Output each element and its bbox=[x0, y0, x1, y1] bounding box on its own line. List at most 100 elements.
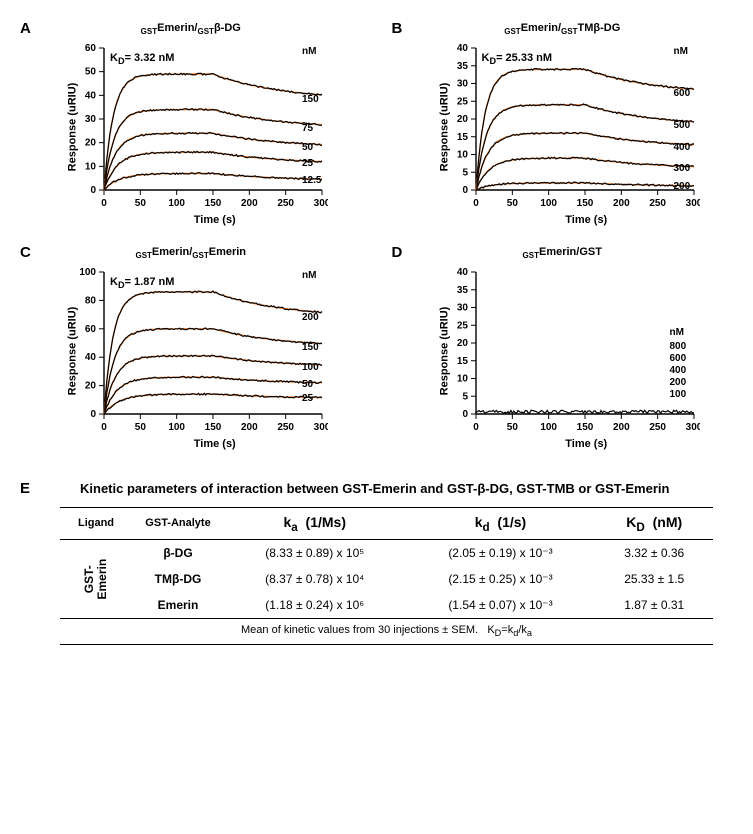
th-ka: ka (1/Ms) bbox=[224, 507, 406, 540]
x-axis-label: Time (s) bbox=[440, 438, 734, 450]
svg-text:20: 20 bbox=[85, 381, 97, 392]
svg-text:20: 20 bbox=[85, 138, 97, 149]
kd-label: KD= 1.87 nM bbox=[110, 276, 174, 290]
svg-text:50: 50 bbox=[506, 422, 518, 433]
svg-text:250: 250 bbox=[649, 198, 666, 209]
svg-text:40: 40 bbox=[456, 267, 468, 278]
svg-text:100: 100 bbox=[168, 198, 185, 209]
ka-cell: (1.18 ± 0.24) x 10⁶ bbox=[224, 592, 406, 619]
spr-chart: 050100150200250300020406080100 bbox=[68, 266, 328, 436]
panel-letter: B bbox=[392, 20, 403, 37]
svg-text:80: 80 bbox=[85, 296, 97, 307]
svg-text:25: 25 bbox=[456, 96, 468, 107]
concentration-unit: nM bbox=[302, 270, 316, 281]
svg-text:35: 35 bbox=[456, 61, 468, 72]
table-footnote: Mean of kinetic values from 30 injection… bbox=[60, 619, 713, 644]
panel-c: CGSTEmerin/GSTEmerinResponse (uRIU)05010… bbox=[20, 244, 362, 450]
panel-letter: A bbox=[20, 20, 31, 37]
panel-a: AGSTEmerin/GSTβ-DGResponse (uRIU)0501001… bbox=[20, 20, 362, 226]
chart-frame: Response (uRIU)0501001502002503000204060… bbox=[68, 266, 352, 436]
spr-chart: 0501001502002503000510152025303540 bbox=[440, 266, 700, 436]
concentration-label: 25 bbox=[302, 158, 313, 169]
concentration-label: 100 bbox=[670, 389, 687, 400]
svg-text:200: 200 bbox=[612, 422, 629, 433]
concentration-unit: nM bbox=[674, 46, 688, 57]
kinetic-table: Ligand GST-Analyte ka (1/Ms) kd (1/s) KD… bbox=[60, 507, 713, 620]
panel-letter-e: E bbox=[20, 480, 30, 497]
KD-cell: 25.33 ± 1.5 bbox=[595, 566, 713, 592]
concentration-label: 600 bbox=[674, 88, 691, 99]
concentration-label: 500 bbox=[674, 120, 691, 131]
svg-text:0: 0 bbox=[101, 422, 107, 433]
kd-label: KD= 25.33 nM bbox=[482, 52, 553, 66]
svg-text:0: 0 bbox=[90, 185, 96, 196]
svg-text:5: 5 bbox=[462, 167, 468, 178]
panel-title: GSTEmerin/GSTEmerin bbox=[20, 244, 362, 260]
concentration-label: 800 bbox=[670, 341, 687, 352]
concentration-label: 600 bbox=[670, 353, 687, 364]
svg-text:150: 150 bbox=[205, 422, 222, 433]
svg-text:250: 250 bbox=[277, 422, 294, 433]
svg-text:60: 60 bbox=[85, 43, 97, 54]
concentration-label: 200 bbox=[674, 181, 691, 192]
panel-b: BGSTEmerin/GSTTMβ-DGResponse (uRIU)05010… bbox=[392, 20, 734, 226]
svg-text:100: 100 bbox=[540, 198, 557, 209]
svg-text:0: 0 bbox=[101, 198, 107, 209]
svg-text:150: 150 bbox=[576, 422, 593, 433]
concentration-label: 200 bbox=[670, 377, 687, 388]
svg-text:15: 15 bbox=[456, 132, 468, 143]
svg-text:0: 0 bbox=[462, 409, 468, 420]
svg-text:35: 35 bbox=[456, 285, 468, 296]
concentration-label: 50 bbox=[302, 379, 313, 390]
svg-text:100: 100 bbox=[540, 422, 557, 433]
svg-text:0: 0 bbox=[90, 409, 96, 420]
svg-text:10: 10 bbox=[456, 150, 468, 161]
svg-text:300: 300 bbox=[685, 198, 699, 209]
svg-text:15: 15 bbox=[456, 356, 468, 367]
concentration-unit: nM bbox=[670, 327, 684, 338]
x-axis-label: Time (s) bbox=[68, 438, 362, 450]
spr-chart: 0501001502002503000510152025303540 bbox=[440, 42, 700, 212]
panel-d: DGSTEmerin/GSTResponse (uRIU)05010015020… bbox=[392, 244, 734, 450]
analyte-cell: β-DG bbox=[132, 540, 224, 567]
th-KD: KD (nM) bbox=[595, 507, 713, 540]
analyte-cell: TMβ-DG bbox=[132, 566, 224, 592]
kd-cell: (2.15 ± 0.25) x 10⁻³ bbox=[406, 566, 596, 592]
panel-letter: C bbox=[20, 244, 31, 261]
svg-text:40: 40 bbox=[456, 43, 468, 54]
concentration-label: 400 bbox=[674, 142, 691, 153]
panel-title: GSTEmerin/GSTβ-DG bbox=[20, 20, 362, 36]
concentration-label: 150 bbox=[302, 342, 319, 353]
analyte-cell: Emerin bbox=[132, 592, 224, 619]
chart-frame: Response (uRIU)0501001502002503000102030… bbox=[68, 42, 352, 212]
ka-cell: (8.37 ± 0.78) x 10⁴ bbox=[224, 566, 406, 592]
svg-text:20: 20 bbox=[456, 114, 468, 125]
svg-text:40: 40 bbox=[85, 91, 97, 102]
svg-text:25: 25 bbox=[456, 321, 468, 332]
kd-cell: (2.05 ± 0.19) x 10⁻³ bbox=[406, 540, 596, 567]
table-row: GST-Emerinβ-DG(8.33 ± 0.89) x 10⁵(2.05 ±… bbox=[60, 540, 713, 567]
kd-label: KD= 3.32 nM bbox=[110, 52, 174, 66]
concentration-label: 50 bbox=[302, 142, 313, 153]
concentration-label: 200 bbox=[302, 312, 319, 323]
svg-text:200: 200 bbox=[612, 198, 629, 209]
kd-cell: (1.54 ± 0.07) x 10⁻³ bbox=[406, 592, 596, 619]
table-row: Emerin(1.18 ± 0.24) x 10⁶(1.54 ± 0.07) x… bbox=[60, 592, 713, 619]
svg-text:30: 30 bbox=[456, 79, 468, 90]
svg-text:300: 300 bbox=[314, 198, 328, 209]
panel-title: GSTEmerin/GST bbox=[392, 244, 734, 260]
svg-text:50: 50 bbox=[85, 67, 97, 78]
svg-text:250: 250 bbox=[649, 422, 666, 433]
concentration-label: 100 bbox=[302, 362, 319, 373]
svg-text:5: 5 bbox=[462, 392, 468, 403]
panel-letter: D bbox=[392, 244, 403, 261]
chart-frame: Response (uRIU)0501001502002503000510152… bbox=[440, 266, 724, 436]
svg-text:40: 40 bbox=[85, 353, 97, 364]
svg-text:20: 20 bbox=[456, 338, 468, 349]
svg-text:50: 50 bbox=[506, 198, 518, 209]
concentration-label: 75 bbox=[302, 123, 313, 134]
th-kd: kd (1/s) bbox=[406, 507, 596, 540]
concentration-label: 300 bbox=[674, 163, 691, 174]
svg-text:30: 30 bbox=[456, 303, 468, 314]
svg-text:10: 10 bbox=[85, 162, 97, 173]
